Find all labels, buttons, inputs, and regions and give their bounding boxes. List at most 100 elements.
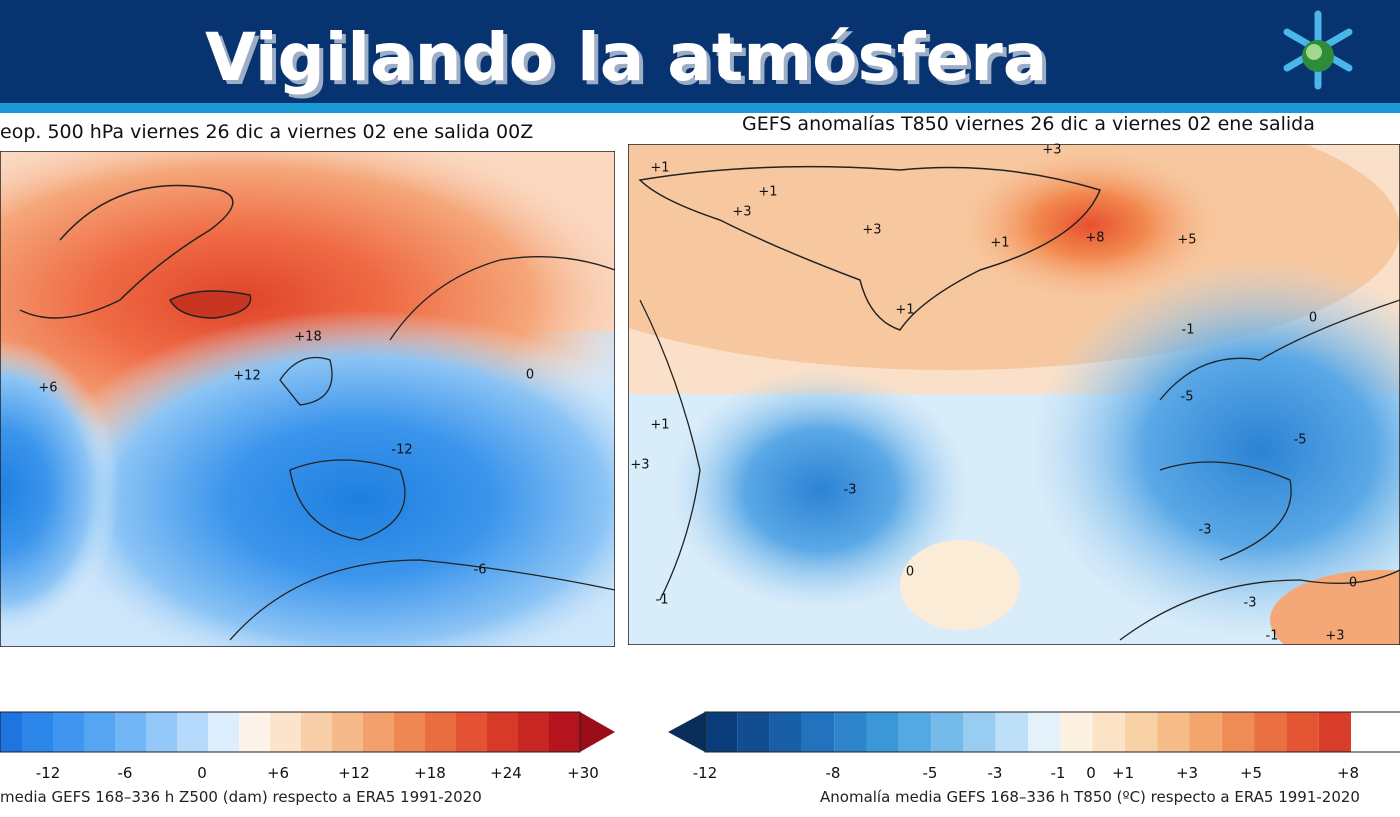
colorbar-swatch [53,712,84,752]
colorbar-swatch [425,712,456,752]
colorbar-swatch [456,712,487,752]
colorbar-swatch [1060,712,1093,752]
colorbar-tick: +18 [414,764,446,782]
contour-label: +1 [650,161,669,176]
contour-label: +8 [1085,231,1104,246]
colorbar-swatch [146,712,177,752]
colorbar-frame [704,711,1400,753]
colorbar-swatch [705,712,738,752]
map-z500 [0,151,615,647]
colorbar-swatch [769,712,802,752]
colorbar-swatch [1318,712,1351,752]
contour-label: -3 [1244,596,1257,611]
colorbar-swatch [963,712,996,752]
contour-label: +6 [38,381,57,396]
colorbar-swatch [363,712,394,752]
contour-label: -12 [391,443,412,458]
colorbar-swatch [22,712,53,752]
contour-label: -6 [474,563,487,578]
colorbar-swatch [0,712,22,752]
colorbar-swatch [1221,712,1255,752]
colorbar-swatch [995,712,1028,752]
colorbar-tick: +3 [1176,764,1198,782]
colorbar-tick: -5 [923,764,938,782]
colorbar-swatch [1286,712,1319,752]
colorbar-tick: +30 [567,764,599,782]
colorbar-swatch [549,712,580,752]
contour-label: +3 [1042,143,1061,158]
colorbar-swatch [332,712,363,752]
colorbar-swatch [487,712,518,752]
contour-label: -1 [656,593,669,608]
colorbar-tick: 0 [197,764,207,782]
header-shadow: Vigilando la atmósfera [209,23,1051,100]
contour-label: -3 [844,483,857,498]
contour-label: 0 [526,368,534,383]
colorbar-swatch [518,712,549,752]
contour-label: +12 [233,369,260,384]
colorbar-swatch [394,712,425,752]
colorbar-swatch [931,712,964,752]
colorbar-swatch [898,712,932,752]
contour-label: -1 [1266,629,1279,644]
map-t850 [628,144,1400,645]
panel-title: GEFS anomalías T850 viernes 26 dic a vie… [742,113,1315,135]
colorbar-tick: -3 [988,764,1003,782]
colorbar-tick: 0 [1086,764,1096,782]
logo [1283,10,1353,90]
contour-label: 0 [906,565,914,580]
colorbar-tick: -12 [693,764,718,782]
colorbar-swatch [1092,712,1125,752]
header-title: Vigilando la atmósfera [205,19,1047,96]
colorbar-tick: -1 [1051,764,1066,782]
contour-labels: +18 +12 +6 0 -12 -6 +3 +1 +1 +3 +3 +1 +8 +5 +1 -1 0 +1 +3 -… [38,143,1357,644]
colorbar-tick: +24 [490,764,522,782]
colorbar-swatch [737,712,770,752]
colorbar-tick: -8 [826,764,841,782]
contour-label: -5 [1181,390,1194,405]
contour-label: +18 [294,330,321,345]
colorbar-frame [0,711,581,753]
colorbar-tick: -6 [118,764,133,782]
header-stripe [0,103,1400,113]
colorbar-swatch [866,712,899,752]
colorbar-swatch [208,712,239,752]
colorbar-caption: Anomalía media GEFS 168–336 h T850 (ºC) … [820,788,1360,806]
contour-label: +3 [862,223,881,238]
colorbar-swatch [1028,712,1061,752]
colorbar-tick: +1 [1112,764,1134,782]
colorbar-swatch [177,712,208,752]
colorbar-swatch [84,712,115,752]
contour-label: +1 [650,418,669,433]
contour-label: +3 [732,205,751,220]
contour-label: +1 [990,236,1009,251]
contour-label: -1 [1182,323,1195,338]
colorbar-swatch [1124,712,1158,752]
colorbar-swatch [301,712,332,752]
colorbar-caption: media GEFS 168–336 h Z500 (dam) respecto… [0,788,482,806]
colorbar-swatch [239,712,270,752]
contour-label: +5 [1177,233,1196,248]
colorbar-tick: +6 [267,764,289,782]
colorbar-arrow [668,712,705,752]
colorbar-swatch [1254,712,1287,752]
contour-label: +1 [758,185,777,200]
panel-title: eop. 500 hPa viernes 26 dic a viernes 02… [0,121,533,143]
colorbar-arrow [580,712,615,752]
colorbar-tick: +5 [1240,764,1262,782]
colorbar-swatch [834,712,867,752]
colorbar-tick: +8 [1337,764,1359,782]
contour-label: +3 [1325,629,1344,644]
contour-label: -5 [1294,433,1307,448]
contour-label: +1 [895,303,914,318]
contour-label: -3 [1199,523,1212,538]
header-bar [0,0,1400,103]
contour-label: 0 [1349,576,1357,591]
colorbar-tick: +12 [338,764,370,782]
colorbar-swatch [801,712,835,752]
colorbar-swatch [115,712,146,752]
colorbar-tick: -12 [36,764,61,782]
contour-label: +3 [630,458,649,473]
